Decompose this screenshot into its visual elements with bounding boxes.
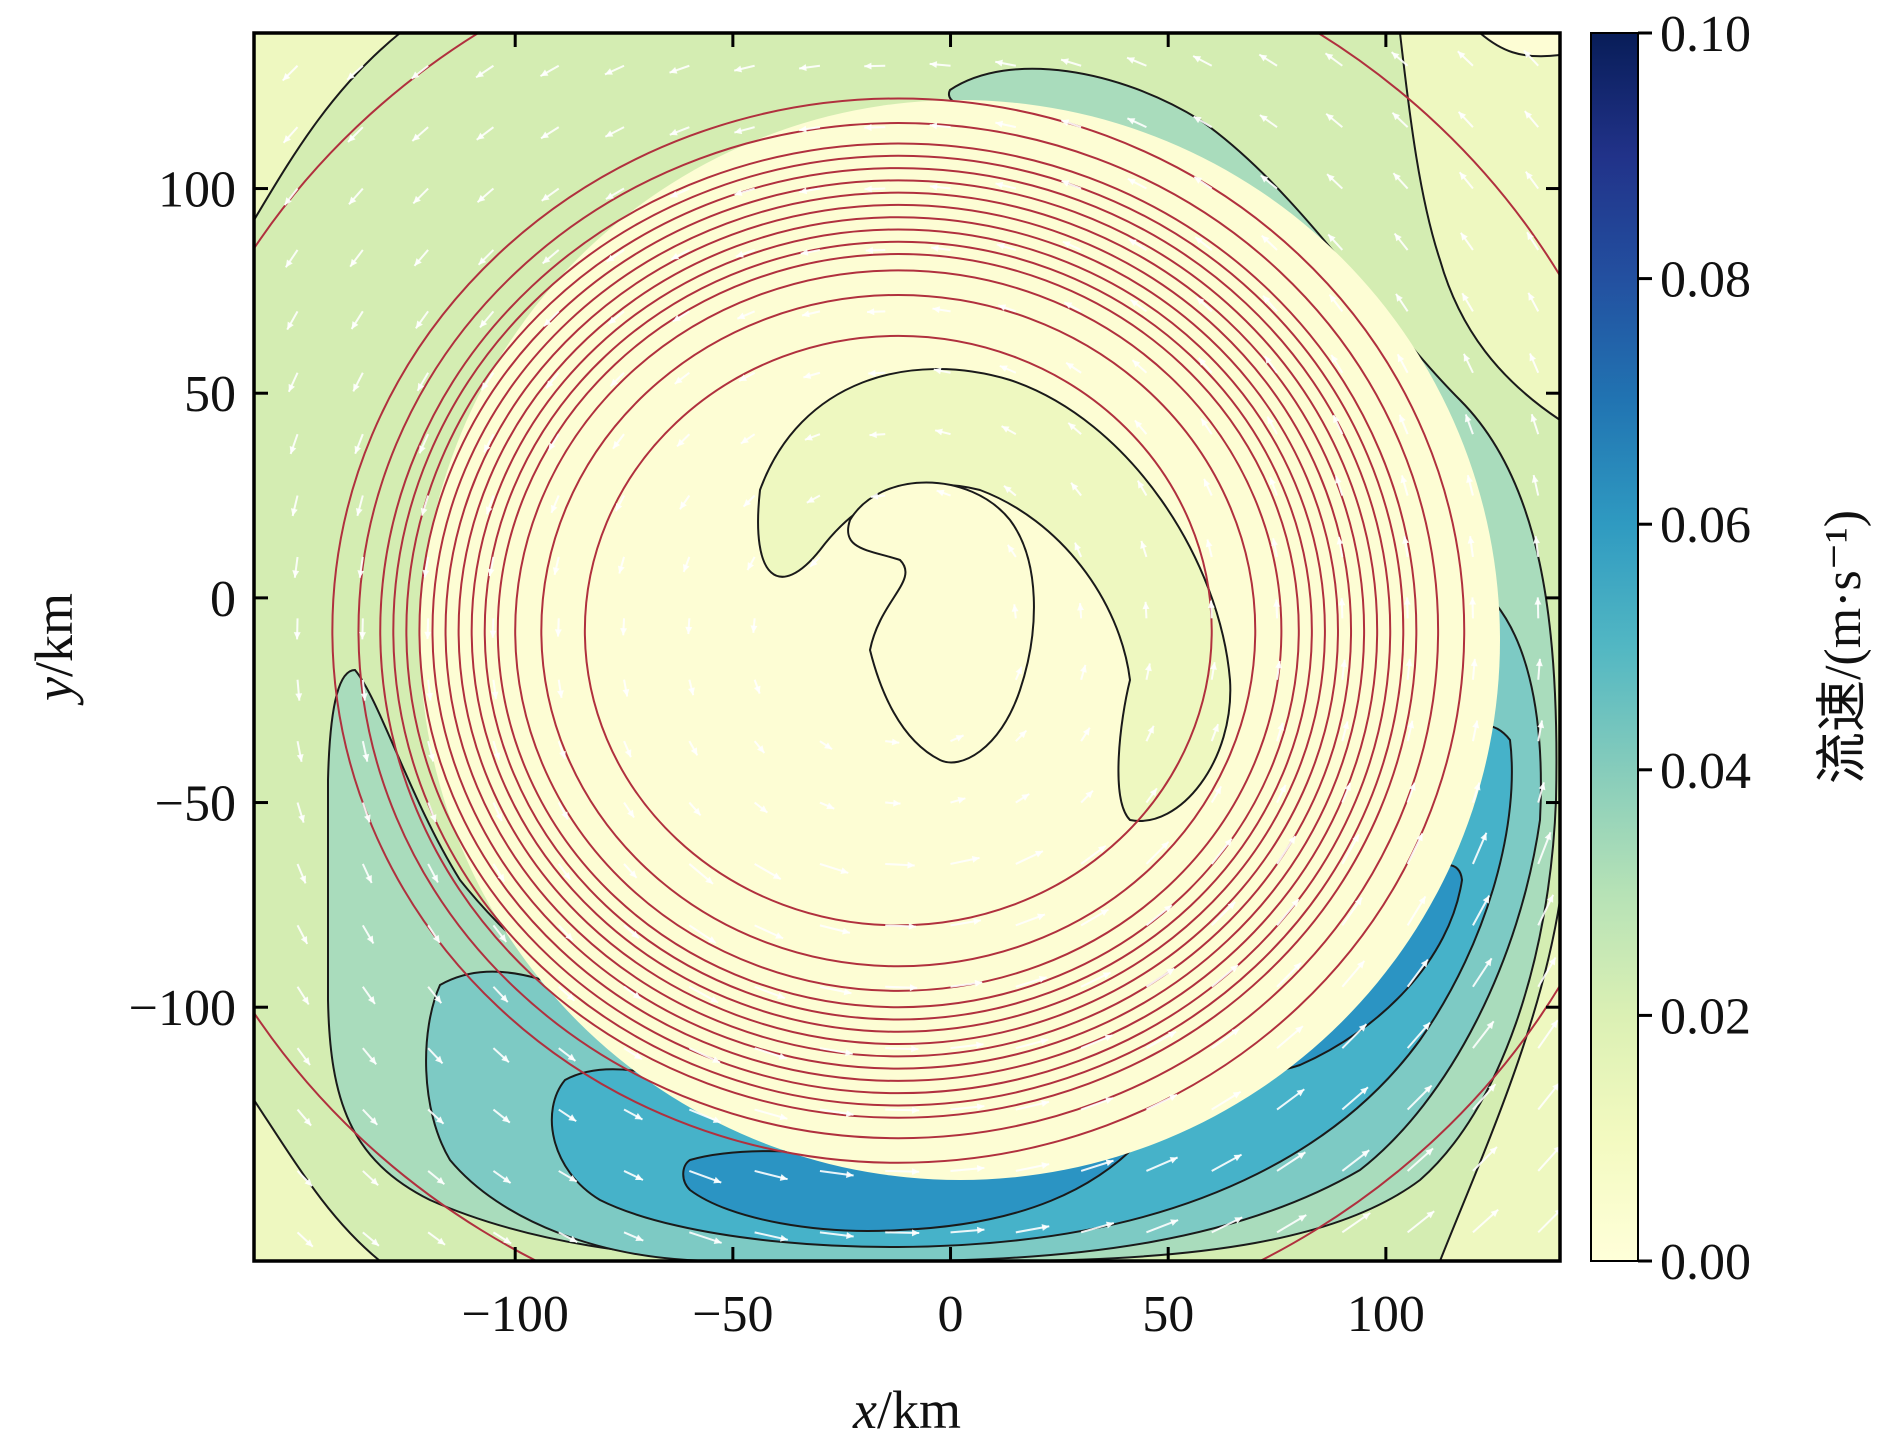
colorbar-tick-label: 0.02 — [1660, 988, 1751, 1045]
colorbar-gradient — [1591, 33, 1638, 1261]
plot-area — [136, 0, 1660, 1347]
x-tick-label: 50 — [1142, 1286, 1194, 1343]
colorbar-tick-label: 0.00 — [1660, 1234, 1751, 1291]
y-tick-label: −100 — [129, 980, 236, 1037]
colorbar-tick-label: 0.10 — [1660, 6, 1751, 63]
colorbar-tick-label: 0.04 — [1660, 743, 1751, 800]
y-axis-label: y/km — [24, 593, 84, 706]
colorbar: 0.00 0.02 0.04 0.06 0.08 0.10 流速/(m·s⁻¹) — [1591, 6, 1872, 1291]
x-axis-label: x/km — [852, 1380, 961, 1440]
x-axis-var: x — [852, 1380, 877, 1440]
colorbar-ticks: 0.00 0.02 0.04 0.06 0.08 0.10 — [1638, 6, 1751, 1291]
x-tick-label: −50 — [692, 1286, 773, 1343]
y-tick-label: 0 — [210, 571, 236, 628]
x-tick-label: 0 — [938, 1286, 964, 1343]
y-axis-unit: /km — [24, 593, 84, 677]
y-tick-label: −50 — [155, 776, 236, 833]
y-tick-label: 100 — [158, 162, 236, 219]
y-tick-label: 50 — [184, 366, 236, 423]
x-tick-label: 100 — [1347, 1286, 1425, 1343]
y-axis-var: y — [24, 677, 84, 706]
colorbar-label: 流速/(m·s⁻¹) — [1815, 510, 1872, 784]
colorbar-tick-label: 0.08 — [1660, 252, 1751, 309]
x-axis-unit: /km — [877, 1380, 961, 1440]
x-tick-label: −100 — [462, 1286, 569, 1343]
colorbar-tick-label: 0.06 — [1660, 497, 1751, 554]
